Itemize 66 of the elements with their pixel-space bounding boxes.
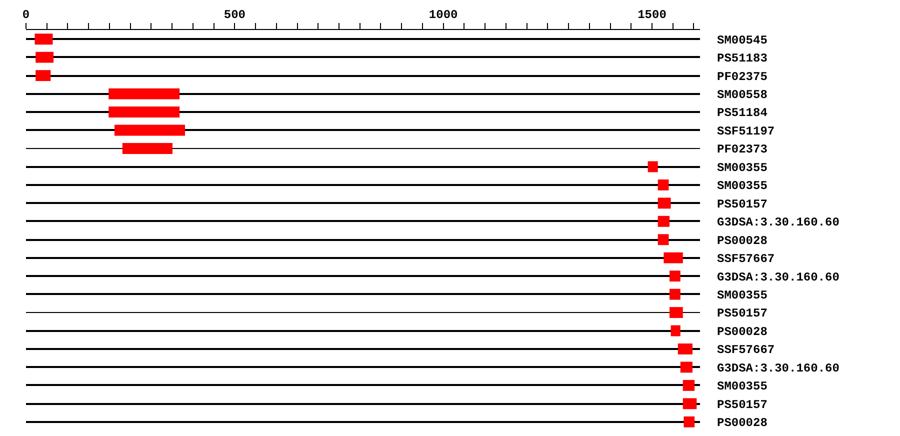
- bar: [658, 198, 671, 209]
- y-tick-label: SSF57667: [717, 252, 775, 266]
- bar: [26, 166, 700, 168]
- y-tick-label: SSF51197: [717, 124, 775, 138]
- y-tick-label: G3DSA:3.30.160.60: [717, 361, 840, 376]
- bar: [26, 129, 700, 131]
- bar: [26, 366, 700, 368]
- bar: [670, 325, 680, 336]
- x-tick-label: 500: [224, 8, 246, 22]
- bar: [680, 362, 692, 373]
- y-tick-label: G3DSA:3.30.160.60: [717, 270, 840, 284]
- y-tick-label: PS51184: [717, 106, 768, 120]
- y-tick-label: SM00355: [717, 179, 768, 194]
- y-tick-label: SM00558: [717, 88, 768, 102]
- bar: [648, 161, 658, 172]
- y-tick-label: G3DSA:3.30.160.60: [717, 216, 840, 230]
- x-tick-label: 0: [22, 8, 30, 22]
- bar: [682, 380, 695, 391]
- bar: [26, 330, 700, 332]
- y-tick-label: SM00355: [717, 380, 768, 394]
- y-tick-label: PS51183: [717, 52, 768, 66]
- y-tick-label: PF02375: [717, 70, 768, 84]
- y-tick-label: SM00545: [717, 33, 768, 48]
- bar: [26, 75, 700, 77]
- bar: [26, 257, 700, 259]
- y-tick-label: PS50157: [717, 398, 768, 412]
- bar: [26, 56, 700, 58]
- bar: [108, 88, 180, 100]
- y-tick-label: SSF57667: [717, 343, 775, 358]
- bar: [664, 252, 683, 264]
- bar: [26, 293, 700, 295]
- bar: [658, 234, 669, 246]
- bar: [26, 421, 700, 423]
- bar: [26, 202, 700, 204]
- y-tick-label: PS00028: [717, 234, 768, 248]
- bar: [114, 124, 186, 136]
- bar: [658, 216, 670, 227]
- bar: [26, 38, 700, 40]
- y-tick-label: SM00355: [717, 160, 768, 175]
- bar: [678, 344, 692, 354]
- y-tick-label: PS00028: [717, 416, 768, 430]
- bar: [34, 34, 53, 45]
- bar: [36, 52, 54, 63]
- bar: [122, 143, 172, 154]
- y-tick-label: SM00355: [717, 288, 768, 302]
- y-tick-label: PS50157: [717, 306, 768, 321]
- bar: [682, 398, 697, 410]
- bar: [26, 239, 700, 241]
- bar: [670, 288, 680, 300]
- y-tick-label: PS00028: [717, 324, 768, 339]
- bar: [26, 403, 700, 405]
- bar: [26, 184, 700, 186]
- bar: [26, 275, 700, 277]
- bar: [684, 416, 695, 428]
- y-tick-label: PF02373: [717, 142, 768, 157]
- bar: [670, 270, 680, 282]
- bar: [108, 106, 180, 118]
- bar: [26, 384, 700, 386]
- x-tick-label: 1000: [428, 8, 458, 22]
- x-tick-label: 1500: [638, 8, 666, 22]
- bar: [26, 348, 700, 350]
- bar: [658, 179, 669, 190]
- bar: [670, 307, 683, 318]
- y-tick-label: PS50157: [717, 197, 768, 212]
- bar: [26, 220, 700, 222]
- bar: [36, 70, 51, 82]
